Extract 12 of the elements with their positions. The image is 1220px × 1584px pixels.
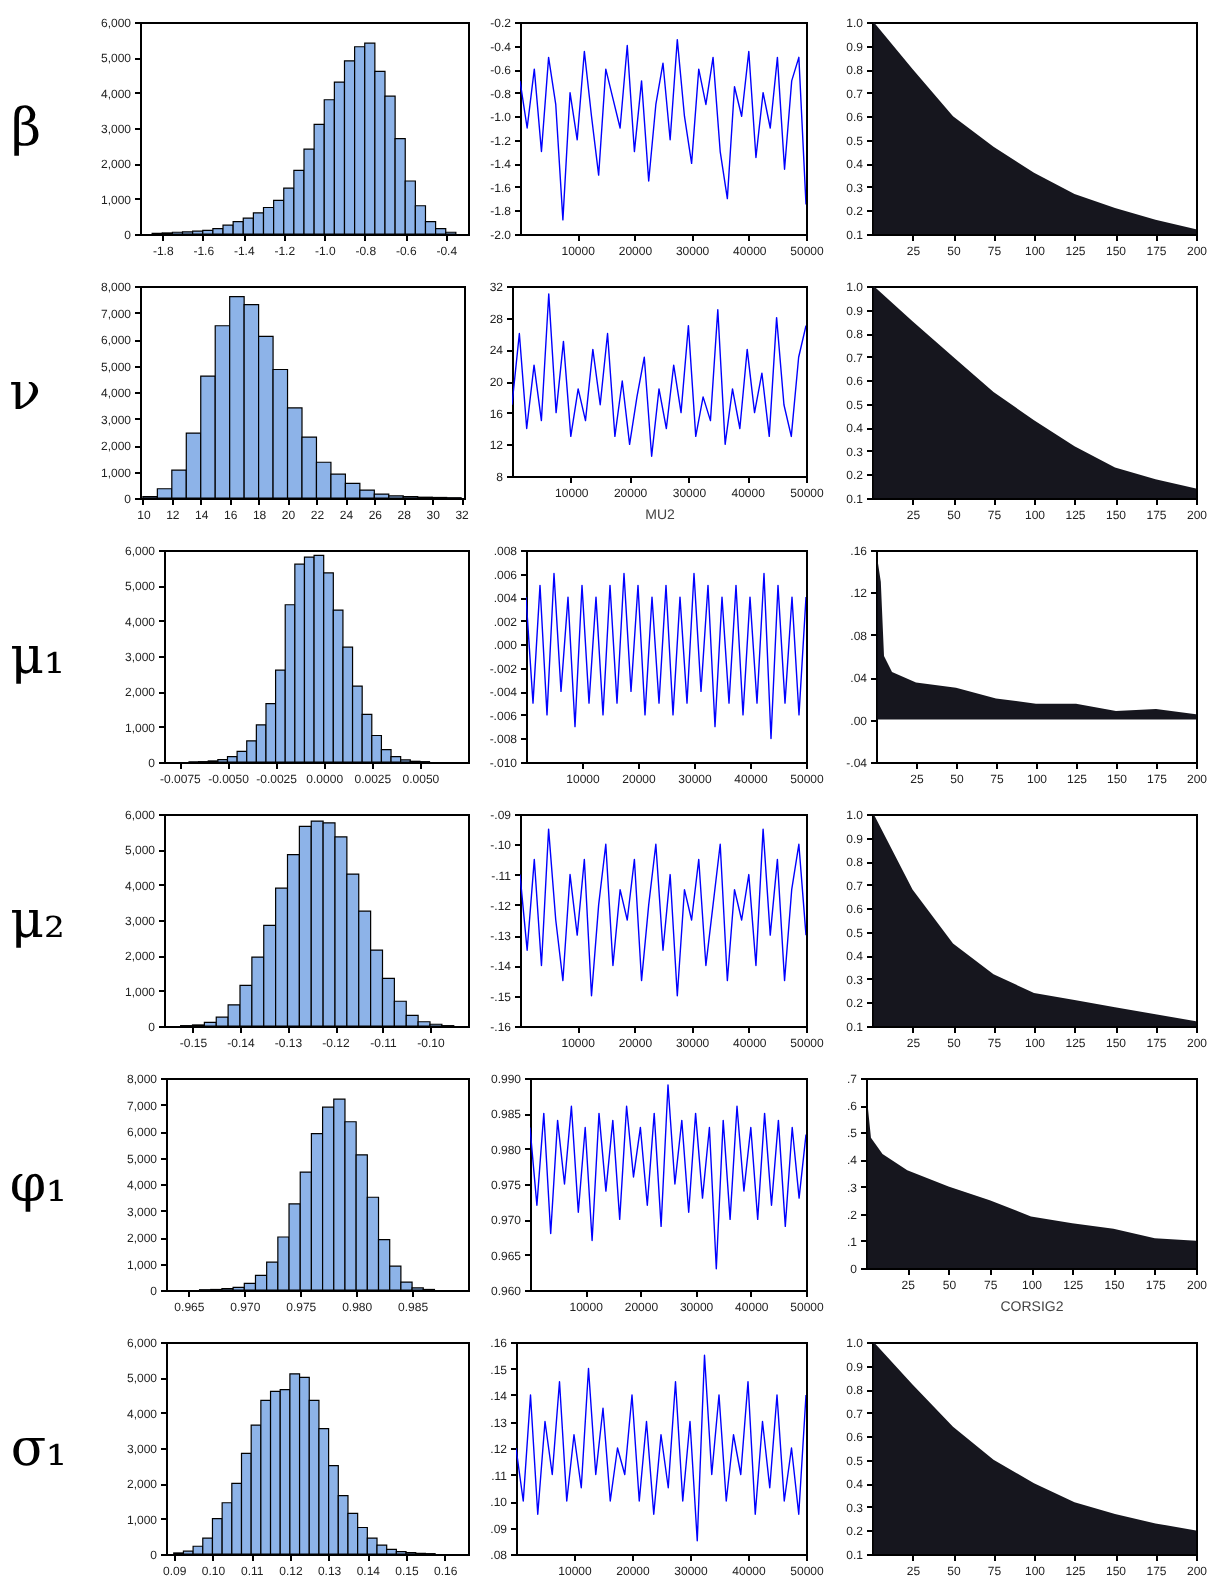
y-axis-title: φ₁ bbox=[9, 1155, 67, 1215]
line-series bbox=[530, 1084, 806, 1270]
line-series bbox=[520, 38, 806, 221]
y-axis-title: μ₁ bbox=[10, 627, 65, 687]
line-series bbox=[516, 1354, 806, 1542]
y-axis-title: ν bbox=[9, 363, 41, 423]
y-axis-title: σ₁ bbox=[10, 1419, 67, 1479]
y-axis-title: β bbox=[10, 99, 41, 159]
line-series bbox=[520, 828, 806, 997]
line-series bbox=[526, 572, 806, 740]
y-axis-title: μ₂ bbox=[10, 891, 65, 951]
line-series bbox=[512, 293, 806, 457]
